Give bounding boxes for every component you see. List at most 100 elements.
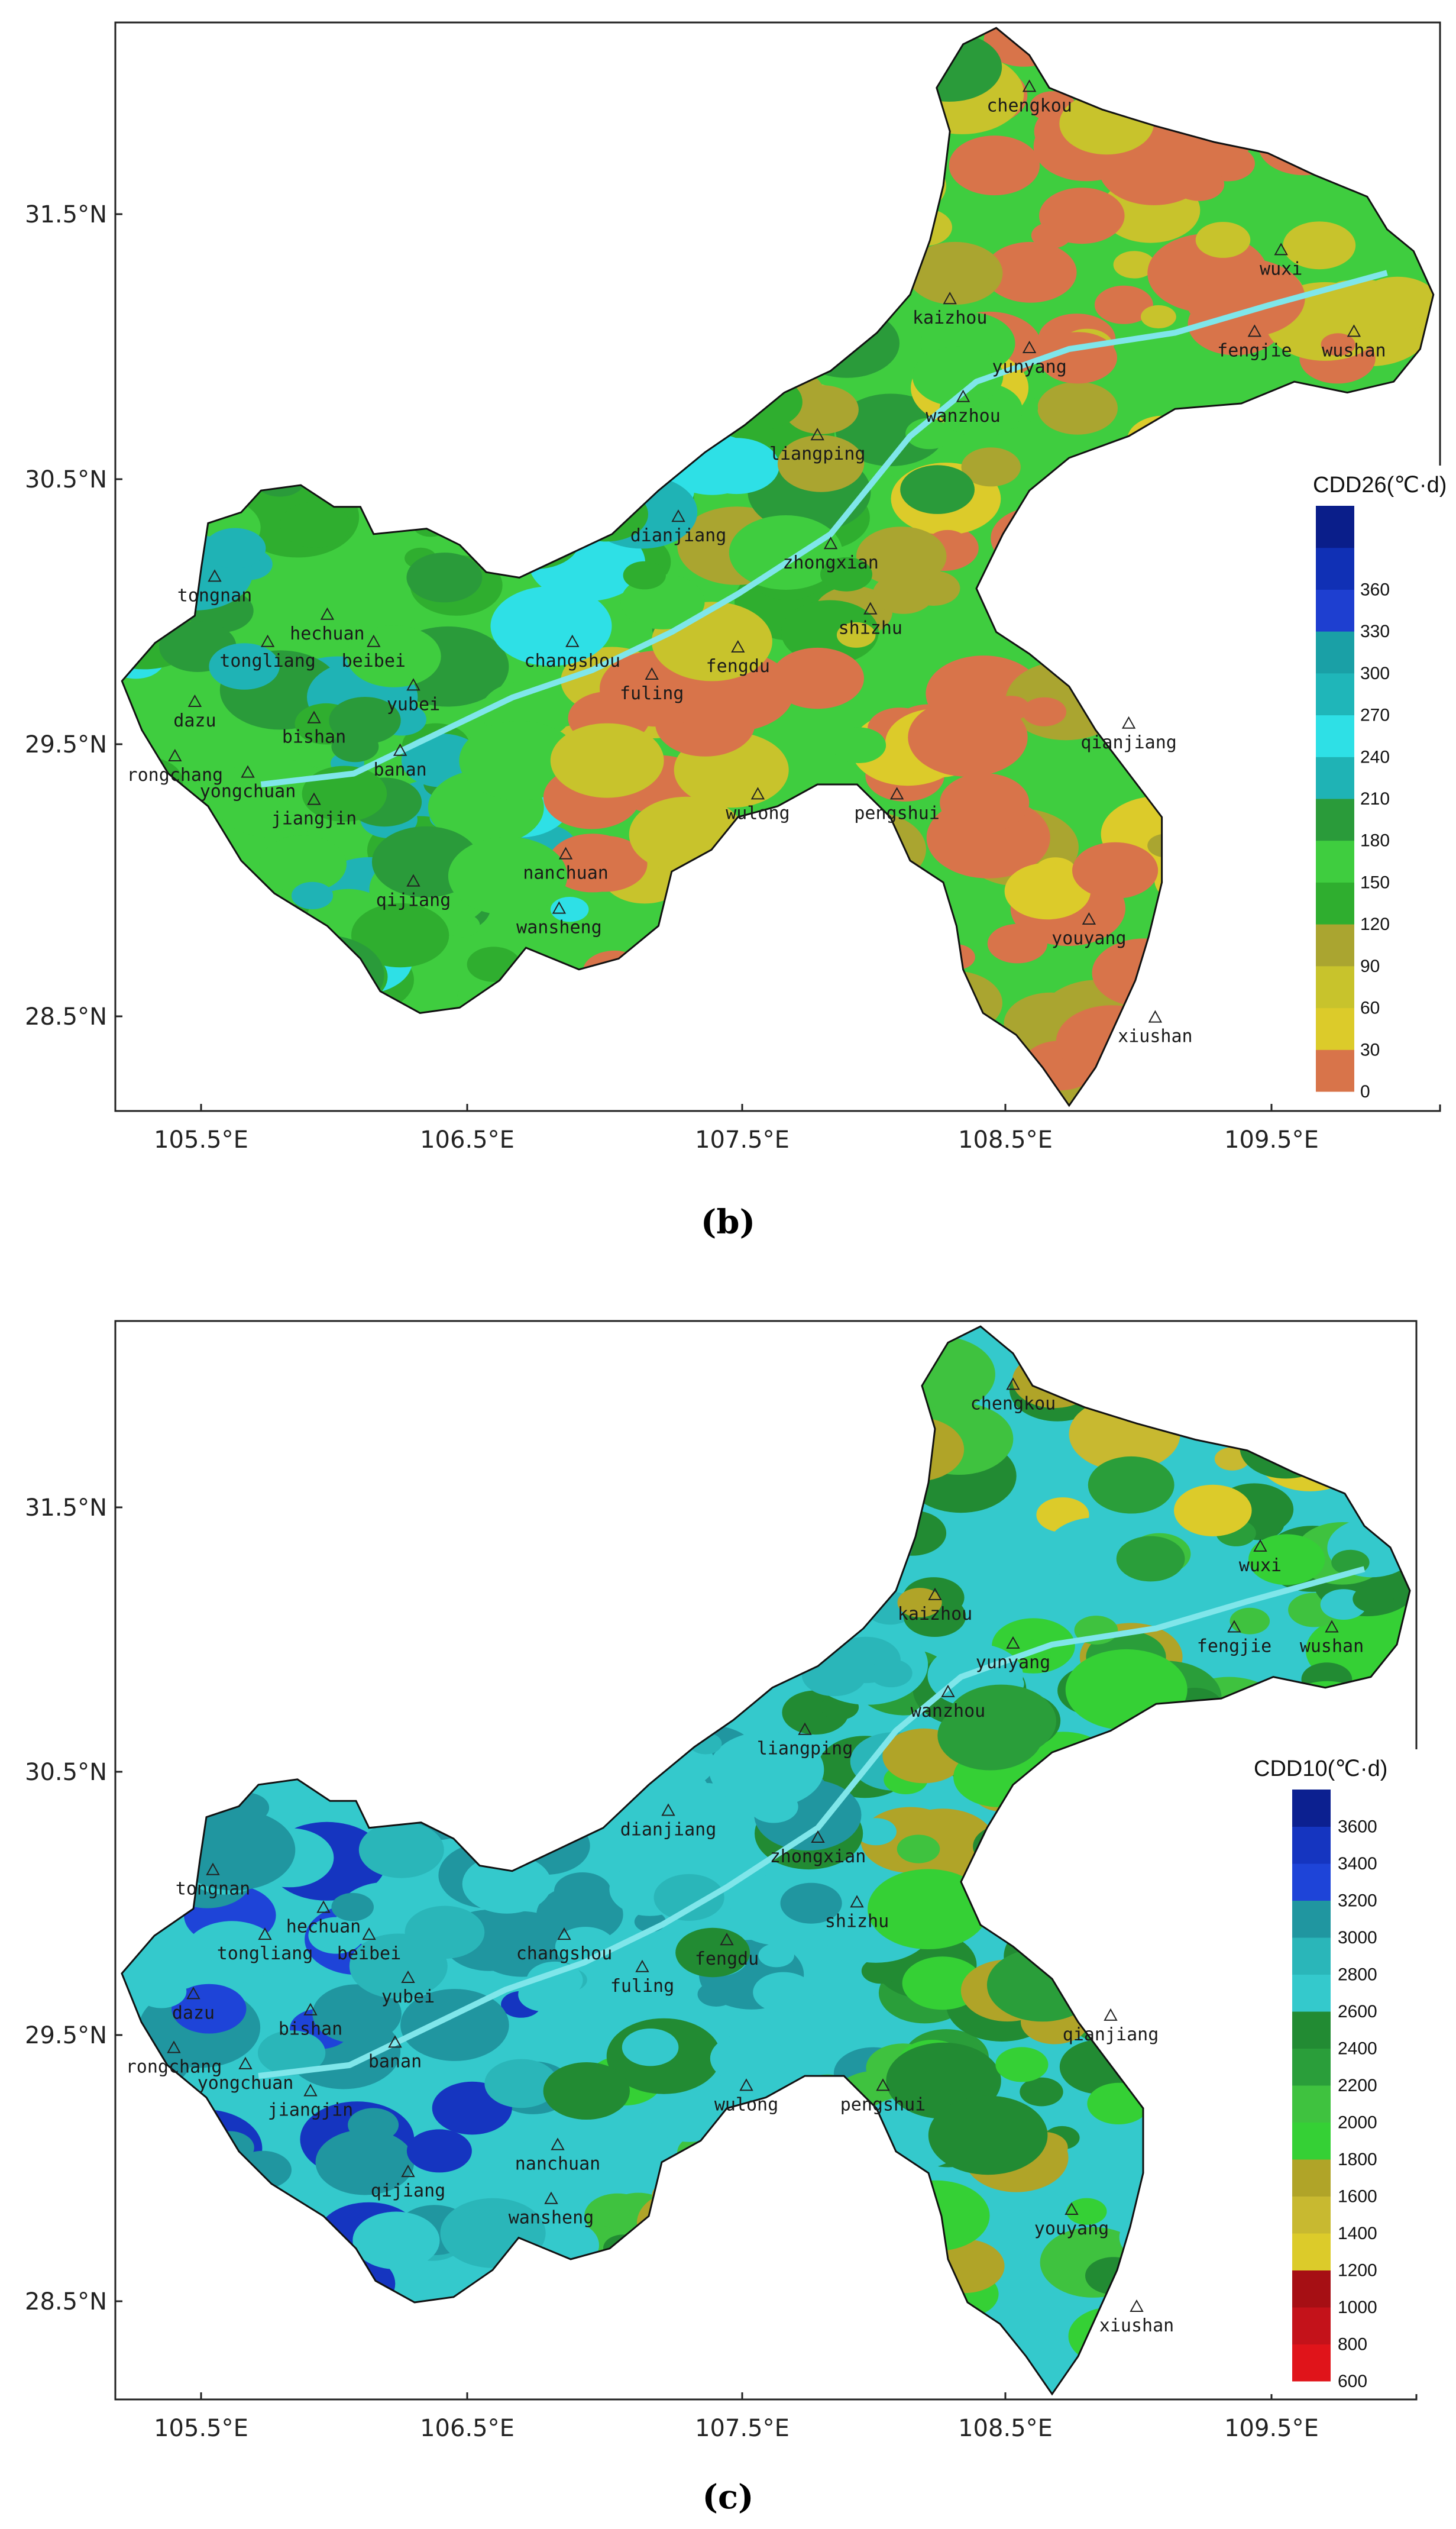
place-label-yubei: yubei bbox=[387, 694, 440, 715]
station-triangle-icon bbox=[1065, 2202, 1079, 2215]
legend-swatch bbox=[1292, 1974, 1331, 2012]
station-triangle-icon bbox=[671, 509, 685, 522]
value-patch bbox=[308, 1917, 364, 1954]
value-patch bbox=[312, 1984, 402, 2044]
place-label-qianjiang: qianjiang bbox=[1080, 732, 1177, 753]
station-triangle-icon bbox=[863, 602, 878, 615]
lon-label: 105.5°E bbox=[154, 1126, 248, 1154]
value-patch bbox=[548, 834, 638, 893]
place-label-fengdu: fengdu bbox=[695, 1949, 759, 1969]
value-patch bbox=[831, 727, 886, 763]
legend-c: CDD10(℃·d) 600 800 1000 1200 1400 1600 1800 2000… bbox=[1254, 1749, 1422, 2394]
legend-swatch bbox=[1316, 924, 1354, 967]
legend-tick-label: 3600 bbox=[1338, 1817, 1377, 1837]
lat-label: 29.5°N bbox=[25, 731, 107, 758]
value-patch bbox=[820, 557, 872, 592]
legend-swatch bbox=[1292, 1790, 1331, 1827]
value-patch bbox=[533, 614, 587, 650]
station-triangle-icon bbox=[303, 2084, 318, 2097]
legend-tick-label: 2400 bbox=[1338, 2039, 1377, 2059]
station-triangle-icon bbox=[635, 1959, 649, 1972]
legend-title: CDD26(℃·d) bbox=[1313, 473, 1447, 498]
legend-tick-label: 270 bbox=[1360, 706, 1390, 725]
place-label-banan: banan bbox=[373, 760, 426, 780]
legend-tick-label: 1200 bbox=[1338, 2261, 1377, 2281]
station-triangle-icon bbox=[850, 1895, 864, 1908]
value-patch bbox=[185, 1921, 279, 1984]
value-patch bbox=[900, 465, 975, 514]
place-label-hechuan: hechuan bbox=[290, 624, 364, 644]
station-triangle-icon bbox=[1148, 1010, 1163, 1023]
place-label-qianjiang: qianjiang bbox=[1063, 2024, 1159, 2045]
lon-label: 108.5°E bbox=[958, 2415, 1053, 2442]
panel-b: 31.5°N 30.5°N 29.5°N 28.5°N 105.5°E 106.5°E 10… bbox=[25, 21, 1447, 1242]
legend-swatch bbox=[1316, 506, 1354, 548]
legend-swatch bbox=[1316, 1049, 1354, 1092]
station-triangle-icon bbox=[1347, 324, 1361, 337]
value-patch bbox=[928, 2095, 1048, 2175]
station-triangle-icon bbox=[307, 792, 321, 805]
value-patch bbox=[1116, 1536, 1185, 1582]
station-triangle-icon bbox=[168, 748, 182, 761]
value-patch bbox=[462, 1854, 552, 1914]
legend-tick-label: 3000 bbox=[1338, 1928, 1377, 1947]
value-patch bbox=[1037, 382, 1118, 435]
place-label-pengshui: pengshui bbox=[840, 2094, 926, 2115]
place-label-fengjie: fengjie bbox=[1197, 1636, 1271, 1657]
value-patch bbox=[861, 1958, 900, 1984]
place-label-beibei: beibei bbox=[342, 651, 406, 671]
place-label-wuxi: wuxi bbox=[1260, 259, 1302, 279]
value-patch bbox=[653, 1874, 724, 1921]
legend-tick-label: 2800 bbox=[1338, 1965, 1377, 1985]
value-patch bbox=[623, 561, 666, 590]
value-patch bbox=[352, 2211, 440, 2270]
value-patch bbox=[908, 698, 1028, 777]
value-patch bbox=[1022, 697, 1067, 726]
station-triangle-icon bbox=[186, 1987, 200, 2000]
value-patch bbox=[749, 1790, 798, 1823]
value-patch bbox=[869, 1659, 913, 1688]
station-triangle-icon bbox=[750, 787, 765, 800]
value-patch bbox=[1248, 1534, 1325, 1585]
value-patch bbox=[459, 721, 580, 800]
station-triangle-icon bbox=[544, 2191, 558, 2204]
value-patch bbox=[1174, 1484, 1252, 1536]
legend-swatch bbox=[1316, 799, 1354, 841]
place-label-nanchuan: nanchuan bbox=[523, 863, 609, 884]
legend-tick-label: 120 bbox=[1360, 915, 1390, 934]
legend-tick-label: 2000 bbox=[1338, 2113, 1377, 2133]
place-label-hechuan: hechuan bbox=[286, 1917, 361, 1937]
place-label-liangping: liangping bbox=[769, 444, 866, 464]
value-patch bbox=[172, 1984, 247, 2034]
legend-swatch bbox=[1316, 840, 1354, 883]
value-patch bbox=[1229, 1607, 1270, 1635]
lat-label: 28.5°N bbox=[25, 2288, 107, 2315]
place-label-fuling: fuling bbox=[610, 1976, 674, 1997]
legend-b: CDD26(℃·d) 0 30 60 90 120 150 180 210 240 270 300 33… bbox=[1292, 466, 1447, 1104]
value-patch bbox=[753, 1972, 814, 2013]
station-triangle-icon bbox=[1247, 324, 1262, 337]
legend-tick-label: 2200 bbox=[1338, 2076, 1377, 2095]
legend-swatch bbox=[1292, 2344, 1331, 2382]
station-triangle-icon bbox=[798, 1722, 812, 1735]
place-label-wuxi: wuxi bbox=[1239, 1555, 1282, 1576]
place-label-yubei: yubei bbox=[381, 1987, 435, 2007]
value-patch bbox=[1094, 285, 1153, 324]
value-patch bbox=[622, 2029, 679, 2066]
legend-tick-label: 600 bbox=[1338, 2372, 1367, 2391]
station-triangle-icon bbox=[303, 2002, 318, 2016]
place-label-chengkou: chengkou bbox=[986, 95, 1072, 116]
legend-swatch bbox=[1292, 2048, 1331, 2086]
place-markers-b: chengkou wuxi kaizhou fengjie wushan yunyang w… bbox=[127, 79, 1386, 1047]
legend-tick-label: 800 bbox=[1338, 2335, 1367, 2354]
value-patch bbox=[1283, 221, 1356, 270]
place-label-wulong: wulong bbox=[714, 2094, 778, 2115]
legend-tick-label: 1000 bbox=[1338, 2298, 1377, 2317]
station-triangle-icon bbox=[401, 1970, 415, 1984]
place-label-dianjiang: dianjiang bbox=[630, 525, 727, 546]
value-patch bbox=[926, 1818, 975, 1850]
legend-swatch bbox=[1292, 2159, 1331, 2197]
place-label-wushan: wushan bbox=[1300, 1636, 1364, 1657]
legend-swatch bbox=[1292, 2011, 1331, 2049]
